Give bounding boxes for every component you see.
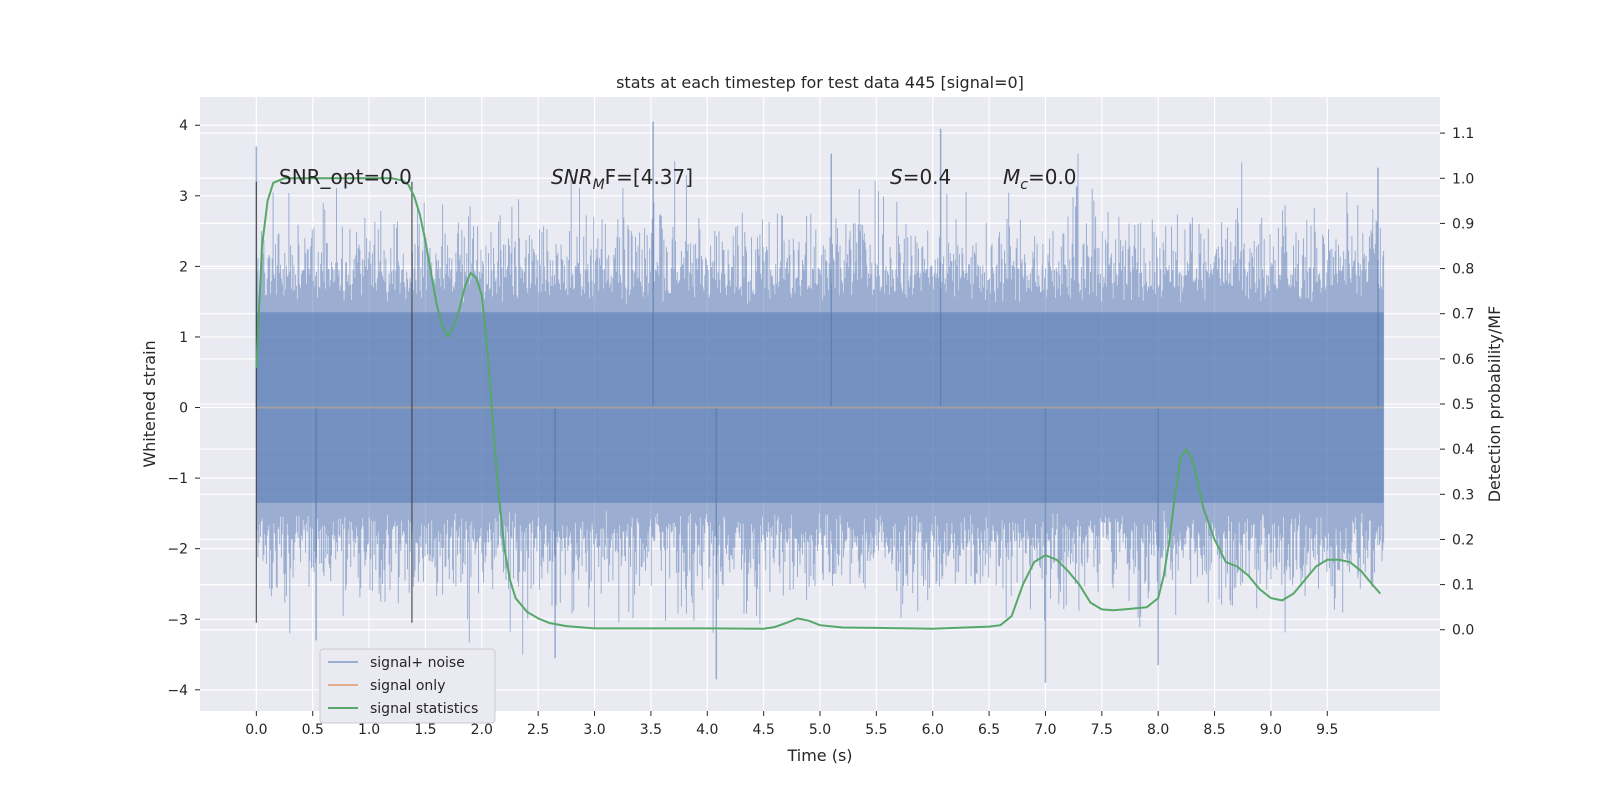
annotation-snr-mf-base: SNR (551, 165, 593, 189)
y-axis-label: Whitened strain (140, 340, 159, 467)
annotation-snr-opt-prefix: SNR_opt= (279, 165, 380, 189)
y2-axis-label: Detection probability/MF (1485, 306, 1504, 503)
legend-label-signal-only: signal only (370, 678, 445, 694)
x-tick-label-5: 2.5 (527, 722, 549, 738)
annotation-snr-mf: SNRMF=[4.37] (551, 165, 693, 193)
x-tick-label-14: 7.0 (1034, 722, 1056, 738)
y2-tick-label-9: 0.2 (1452, 532, 1474, 548)
y2-tick-label-1: 1.0 (1452, 171, 1474, 187)
y2-tick-label-6: 0.5 (1452, 397, 1474, 413)
x-tick-label-3: 1.5 (414, 722, 436, 738)
y2-axis-ticks: 1.1 1.0 0.9 0.8 0.7 0.6 0.5 0.4 0.3 0.2 0.1 0.0 (1440, 126, 1474, 639)
x-tick-label-18: 9.0 (1260, 722, 1282, 738)
x-tick-label-7: 3.5 (640, 722, 662, 738)
y2-tick-label-8: 0.3 (1452, 487, 1474, 503)
legend-label-statistics: signal statistics (370, 701, 478, 717)
y-axis-ticks: 4 3 2 1 0 −1 −2 −3 −4 (167, 118, 200, 699)
y-tick-label-5: −1 (167, 471, 188, 487)
x-tick-label-10: 5.0 (809, 722, 831, 738)
y2-tick-label-3: 0.8 (1452, 262, 1474, 278)
legend: signal+ noise signal only signal statist… (319, 648, 496, 724)
y-tick-label-8: −4 (167, 683, 188, 699)
legend-label-noise: signal+ noise (370, 655, 465, 671)
annotation-snr-opt-value: 0.0 (380, 165, 412, 189)
x-tick-label-13: 6.5 (978, 722, 1000, 738)
y2-tick-label-5: 0.6 (1452, 352, 1474, 368)
annotation-mc-rest: =0.0 (1028, 165, 1077, 189)
x-tick-label-6: 3.0 (583, 722, 605, 738)
annotation-mc: Mc=0.0 (1003, 165, 1077, 193)
y2-tick-label-2: 0.9 (1452, 216, 1474, 232)
x-tick-label-15: 7.5 (1091, 722, 1113, 738)
legend-box (319, 648, 496, 724)
y2-tick-label-0: 1.1 (1452, 126, 1474, 142)
y-tick-label-6: −2 (167, 542, 188, 558)
x-tick-label-2: 1.0 (358, 722, 380, 738)
x-tick-label-19: 9.5 (1316, 722, 1338, 738)
y2-tick-label-4: 0.7 (1452, 307, 1474, 323)
y-tick-label-0: 4 (179, 118, 188, 134)
annotation-s: S=0.4 (890, 165, 951, 189)
y-tick-label-1: 3 (179, 189, 188, 205)
x-tick-label-12: 6.0 (922, 722, 944, 738)
y2-tick-label-11: 0.0 (1452, 623, 1474, 639)
y-tick-label-3: 1 (179, 330, 188, 346)
y-tick-label-4: 0 (179, 401, 188, 417)
annotation-s-rest: =0.4 (903, 165, 952, 189)
annotation-mc-sub: c (1020, 177, 1028, 193)
annotation-mc-base: M (1003, 165, 1020, 189)
annotation-s-base: S (890, 165, 903, 189)
x-tick-label-9: 4.5 (753, 722, 775, 738)
x-axis-ticks: 0.0 0.5 1.0 1.5 2.0 2.5 3.0 3.5 4.0 4.5 5.0 5.5 6.0 6… (245, 711, 1338, 738)
y-tick-label-2: 2 (179, 259, 188, 275)
x-tick-label-11: 5.5 (865, 722, 887, 738)
annotation-snr-opt: SNR_opt=0.0 (279, 165, 412, 189)
annotation-snr-mf-sub: M (593, 177, 605, 193)
x-tick-label-16: 8.0 (1147, 722, 1169, 738)
y2-tick-label-7: 0.4 (1452, 442, 1474, 458)
x-tick-label-17: 8.5 (1203, 722, 1225, 738)
annotation-snr-mf-rest: F=[4.37] (605, 165, 693, 189)
x-tick-label-8: 4.0 (696, 722, 718, 738)
x-tick-label-4: 2.0 (471, 722, 493, 738)
statistics-line (255, 177, 1382, 630)
signal-statistics-series (255, 177, 1382, 630)
y2-tick-label-10: 0.1 (1452, 578, 1474, 594)
chart-title: stats at each timestep for test data 445… (616, 73, 1024, 92)
vertical-markers (255, 181, 413, 623)
x-tick-label-0: 0.0 (245, 722, 267, 738)
x-tick-label-1: 0.5 (302, 722, 324, 738)
x-axis-label: Time (s) (786, 746, 852, 765)
y-tick-label-7: −3 (167, 612, 188, 628)
